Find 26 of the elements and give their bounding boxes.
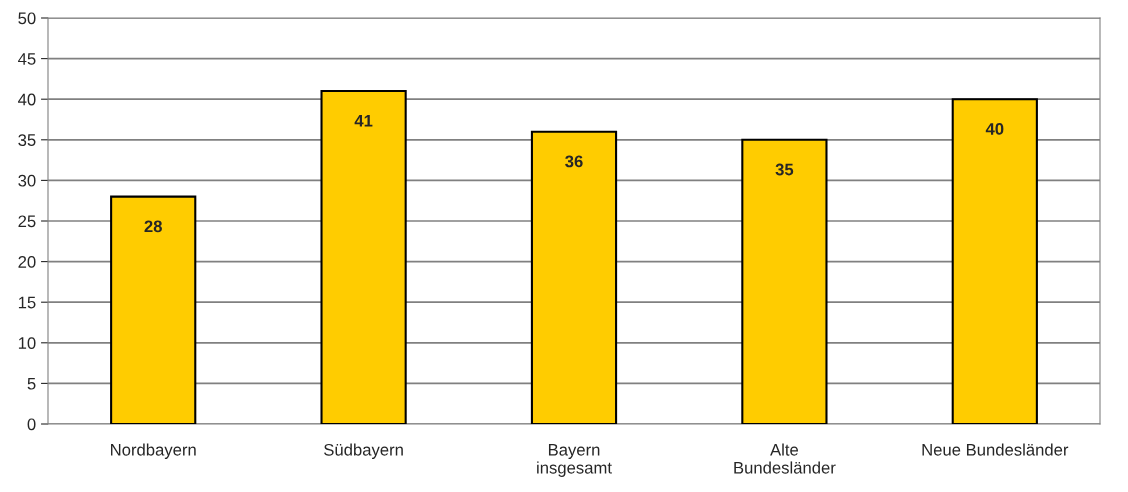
y-tick-label: 35 [18,134,36,146]
y-tick-label: 0 [27,418,36,431]
x-tick-label: Neue Bundesländer [922,443,1069,456]
data-label: 36 [565,155,583,168]
data-label: 41 [354,115,373,127]
y-tick-label: 45 [18,53,36,65]
bar [320,90,407,424]
y-tick-label: 5 [27,377,36,390]
y-tick-label: 15 [18,296,36,309]
y-tick-label: 30 [18,174,36,187]
y-tick-label: 50 [18,12,36,25]
data-label: 40 [985,122,1004,135]
bar [530,130,618,424]
bar [951,98,1038,424]
y-tick-label: 40 [18,93,36,106]
y-tick-label: 25 [18,215,36,228]
x-tick-label: Nordbayern [111,443,196,459]
bar [110,195,197,424]
x-tick-label: Bayern insgesamt [537,444,612,477]
x-tick-label: Südbayern [324,443,403,459]
data-label: 35 [775,163,794,176]
y-tick-label: 20 [18,256,36,268]
x-tick-label: Alte Bundesländer [734,443,836,474]
bar [741,138,828,424]
y-tick-label: 10 [18,337,36,349]
data-label: 28 [144,220,162,233]
